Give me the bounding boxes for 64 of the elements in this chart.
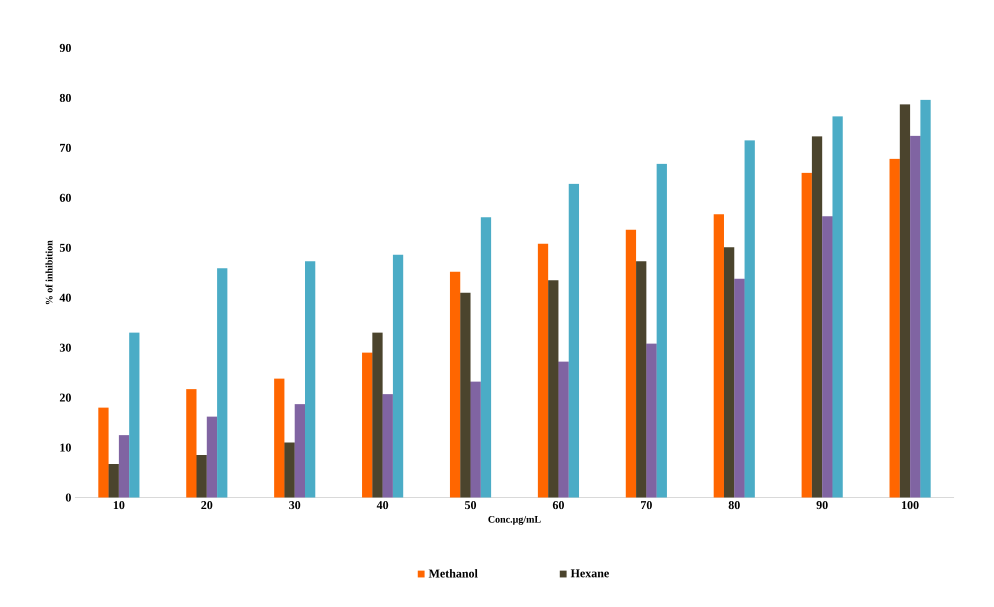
bar [284, 442, 295, 498]
x-axis-title: Conc.µg/mL [488, 516, 541, 525]
bar [196, 454, 207, 498]
bar [274, 378, 284, 498]
x-tick-label: 90 [816, 500, 828, 509]
bar [460, 292, 471, 498]
bar [294, 404, 305, 498]
x-tick-label: 70 [641, 500, 652, 509]
x-tick-label: 50 [465, 500, 476, 509]
y-tick-label: 10 [60, 443, 71, 452]
bar [558, 361, 569, 498]
bar [450, 272, 460, 498]
y-tick-label: 40 [60, 293, 71, 302]
bar [568, 184, 580, 498]
y-tick-label: 20 [60, 393, 71, 402]
bar [382, 394, 393, 498]
bar [822, 216, 832, 498]
y-axis-title: % of inhibition [45, 240, 53, 304]
legend-label: Methanol [428, 568, 478, 578]
bar [802, 172, 812, 498]
bar [548, 280, 558, 498]
legend-label: Hexane [570, 569, 609, 578]
x-tick-label: 30 [289, 500, 300, 509]
y-tick-label: 60 [60, 194, 71, 202]
bar [646, 343, 657, 498]
bar [108, 464, 119, 498]
y-tick-label: 70 [60, 144, 71, 152]
bar [812, 136, 822, 498]
bar [362, 352, 372, 498]
bar [470, 381, 481, 498]
bar [656, 164, 667, 498]
bar [538, 244, 548, 498]
bar [636, 261, 646, 498]
bar [217, 268, 228, 498]
x-tick-label: 100 [902, 500, 919, 509]
bar [186, 388, 197, 498]
bar [206, 416, 218, 498]
bar [920, 100, 931, 498]
y-tick-label: 50 [60, 244, 71, 252]
x-tick-label: 40 [376, 500, 388, 509]
bar [129, 332, 140, 498]
x-tick-label: 10 [114, 500, 124, 509]
bar [832, 116, 843, 498]
x-tick-label: 60 [552, 500, 564, 509]
bar [392, 254, 404, 498]
bar [372, 332, 383, 498]
bar [118, 434, 130, 498]
bar [98, 407, 109, 498]
bar [480, 217, 492, 498]
x-tick-label: 20 [201, 500, 212, 509]
y-tick-label: 30 [60, 343, 71, 352]
y-tick-label: 0 [66, 493, 71, 502]
bar [714, 214, 724, 498]
bar [900, 104, 910, 498]
y-tick-label: 80 [60, 94, 71, 102]
bar [890, 158, 900, 498]
bar [734, 278, 745, 498]
bar [910, 136, 920, 498]
y-tick-label: 90 [60, 44, 71, 52]
bar [744, 140, 755, 498]
bar [305, 261, 316, 498]
bar [626, 230, 636, 498]
bar [724, 247, 734, 498]
x-tick-label: 80 [728, 500, 740, 509]
